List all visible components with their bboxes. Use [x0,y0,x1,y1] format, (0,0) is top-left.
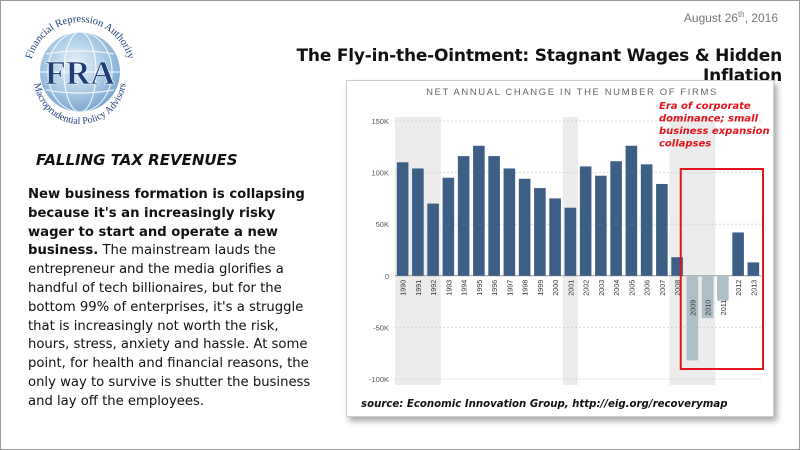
ytick-label: -50K [373,323,389,332]
ytick-label: 150K [371,117,389,126]
xtick-label: 1998 [521,280,530,296]
xtick-label: 2007 [658,280,667,296]
annotation-line: dominance; small [659,114,759,125]
xtick-label: 2001 [566,280,575,296]
bar-1991 [412,168,424,276]
xtick-label: 1992 [429,280,438,296]
xtick-label: 2011 [719,300,728,315]
bar-2011 [717,275,729,301]
xtick-label: 2012 [734,280,743,296]
bar-2001 [564,207,577,276]
xtick-label: 1994 [460,280,469,296]
bar-2002 [579,166,592,276]
bar-2004 [610,161,622,276]
xtick-label: 2010 [704,300,713,316]
bar-2009 [686,275,699,361]
xtick-label: 1990 [399,280,408,296]
annotation-line: business expansion [659,126,770,137]
highlight-box [679,168,764,370]
ytick-label: 50K [376,220,389,229]
chart-panel: NET ANNUAL CHANGE IN THE NUMBER OF FIRMS… [346,80,774,417]
article-bold-lead: New business formation is collapsing bec… [28,187,305,259]
bar-1992 [427,203,439,276]
globe-icon [40,31,120,113]
ytick-label: -100K [369,375,389,384]
article-text: The mainstream lauds the entrepreneur an… [28,243,311,409]
date-label: August 26th, 2016 [683,10,778,25]
bar-chart: NET ANNUAL CHANGE IN THE NUMBER OF FIRMS… [361,87,770,410]
bar-1993 [442,177,455,276]
bar-2000 [549,198,561,276]
xtick-label: 2002 [582,280,591,296]
xtick-label: 1997 [505,280,514,296]
bar-2010 [701,275,714,319]
xtick-label: 1996 [490,280,499,296]
chart-title: NET ANNUAL CHANGE IN THE NUMBER OF FIRMS [426,87,718,98]
bar-2007 [656,183,668,276]
xtick-label: 2013 [749,280,758,296]
bar-2006 [640,164,653,276]
bar-1998 [518,178,531,276]
bar-1995 [473,145,485,276]
bar-1999 [534,188,546,276]
section-subtitle: FALLING TAX REVENUES [36,151,238,169]
bar-1994 [457,156,470,276]
xtick-label: 2009 [688,300,697,316]
annotation-line: Era of corporate [659,101,751,112]
bar-2005 [625,145,638,276]
bar-2013 [747,262,760,276]
xtick-label: 1999 [536,280,545,296]
bar-2008 [671,257,683,276]
bar-1990 [396,162,409,276]
xtick-label: 2003 [597,280,606,296]
xtick-label: 2008 [673,280,682,296]
xtick-label: 2005 [627,280,636,296]
logo-acronym: FRA [45,55,115,92]
bar-1996 [488,156,500,276]
annotation-line: collapses [659,139,711,150]
bar-1997 [503,168,516,276]
xtick-label: 1991 [414,280,423,296]
xtick-label: 2006 [643,280,652,296]
chart-source: source: Economic Innovation Group, http:… [361,399,728,410]
xtick-label: 1995 [475,280,484,296]
ytick-label: 100K [371,169,389,178]
xtick-label: 2000 [551,280,560,296]
ytick-label: 0 [385,272,389,281]
fra-logo: FRA Financial Repression Authority Macro… [24,14,136,127]
bar-2012 [732,232,744,276]
bar-2003 [595,175,607,276]
xtick-label: 1993 [444,280,453,296]
xtick-label: 2004 [612,280,621,296]
article-body: New business formation is collapsing bec… [28,186,320,412]
